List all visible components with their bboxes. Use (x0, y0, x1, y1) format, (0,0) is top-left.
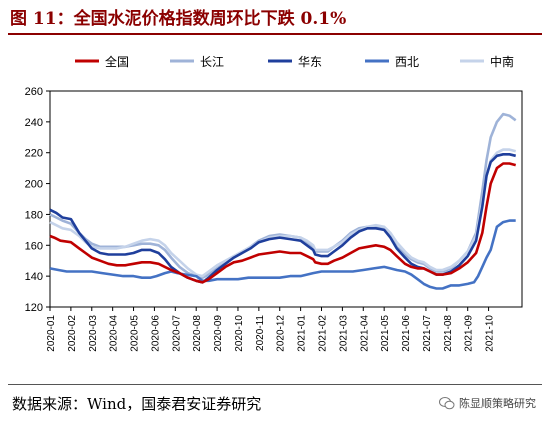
x-tick-label: 2020-05 (130, 315, 141, 352)
x-tick-label: 2021-05 (380, 315, 391, 352)
x-tick-label: 2020-03 (88, 315, 99, 352)
x-tick-label: 2020-09 (213, 315, 224, 352)
legend-label: 长江 (200, 55, 224, 69)
y-tick-label: 160 (25, 240, 43, 252)
watermark-text: 陈显顺策略研究 (459, 397, 536, 410)
x-tick-label: 2020-02 (67, 315, 78, 352)
x-tick-label: 2021-06 (401, 315, 412, 352)
x-tick-label: 2021-04 (359, 315, 370, 352)
x-tick-label: 2021-01 (297, 315, 308, 352)
x-tick-label: 2021-10 (485, 315, 496, 352)
wechat-icon (439, 396, 455, 409)
y-tick-label: 180 (25, 209, 43, 221)
line-chart: 全国 长江 华东 西北 中南 120 140 160 180 200 220 240 260 2020… (25, 54, 523, 352)
x-axis: 2020-01 2020-02 2020-03 2020-04 2020-05 2020-… (46, 307, 496, 352)
x-tick-label: 2020-12 (276, 315, 287, 352)
y-tick-label: 120 (25, 302, 43, 314)
plot-area (49, 90, 523, 308)
series-line-2 (49, 153, 517, 284)
y-tick-label: 200 (25, 179, 43, 191)
chart-legend: 全国 长江 华东 西北 中南 (75, 54, 514, 69)
x-tick-label: 2021-07 (422, 315, 433, 352)
legend-label: 全国 (105, 54, 129, 69)
x-tick-label: 2020-08 (192, 315, 203, 352)
legend-label: 华东 (298, 55, 322, 69)
series-line-0 (49, 162, 517, 284)
x-tick-label: 2021-08 (443, 315, 454, 352)
x-tick-label: 2020-04 (109, 315, 120, 352)
x-tick-label: 2021-09 (464, 315, 475, 352)
title-divider (8, 33, 542, 35)
y-axis: 120 140 160 180 200 220 240 260 (25, 86, 50, 314)
plot-frame (49, 90, 523, 308)
y-tick-label: 240 (25, 117, 43, 129)
legend-label: 中南 (490, 54, 514, 69)
y-tick-label: 220 (25, 148, 43, 160)
series-line-3 (49, 219, 516, 290)
x-tick-label: 2021-02 (318, 315, 329, 352)
series-line-4 (49, 148, 517, 278)
x-tick-label: 2020-11 (255, 315, 266, 351)
x-tick-label: 2020-10 (234, 315, 245, 352)
watermark: 陈显顺策略研究 (439, 395, 536, 411)
x-tick-label: 2020-01 (46, 315, 57, 352)
x-tick-label: 2020-06 (150, 315, 161, 352)
legend-label: 西北 (395, 55, 419, 69)
source-note: 数据来源：Wind，国泰君安证券研究 (12, 395, 262, 413)
x-tick-label: 2020-07 (171, 315, 182, 352)
figure-title: 图 11：全国水泥价格指数周环比下跌 0.1% (10, 9, 347, 29)
footer-divider (8, 384, 542, 385)
y-tick-label: 140 (25, 271, 43, 283)
y-tick-label: 260 (25, 86, 43, 98)
x-tick-label: 2021-03 (338, 315, 349, 352)
